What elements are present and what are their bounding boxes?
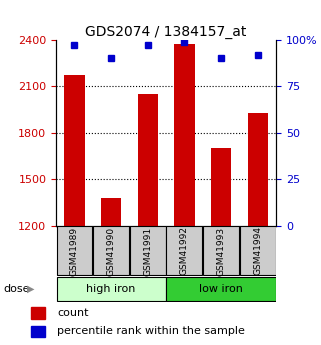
Bar xyxy=(56,226,92,276)
Text: GSM41992: GSM41992 xyxy=(180,226,189,276)
Bar xyxy=(211,148,231,226)
Text: count: count xyxy=(57,308,89,318)
Bar xyxy=(101,198,121,226)
Bar xyxy=(138,94,158,226)
Text: GSM41989: GSM41989 xyxy=(70,226,79,276)
Text: GSM41990: GSM41990 xyxy=(107,226,116,276)
Text: GSM41994: GSM41994 xyxy=(253,226,262,276)
Bar xyxy=(240,226,276,276)
Text: high iron: high iron xyxy=(86,284,136,294)
Bar xyxy=(203,226,239,276)
Bar xyxy=(130,226,166,276)
Bar xyxy=(31,307,45,318)
Bar xyxy=(174,44,195,226)
Text: percentile rank within the sample: percentile rank within the sample xyxy=(57,326,245,336)
Title: GDS2074 / 1384157_at: GDS2074 / 1384157_at xyxy=(85,24,247,39)
Text: dose: dose xyxy=(3,284,30,294)
Bar xyxy=(93,226,129,276)
Text: GSM41991: GSM41991 xyxy=(143,226,152,276)
Text: low iron: low iron xyxy=(199,284,243,294)
Bar xyxy=(248,112,268,226)
Bar xyxy=(167,277,276,300)
Text: GSM41993: GSM41993 xyxy=(217,226,226,276)
Bar xyxy=(65,75,84,226)
Bar xyxy=(56,277,166,300)
Bar xyxy=(31,326,45,337)
Text: ▶: ▶ xyxy=(27,284,35,294)
Bar xyxy=(167,226,203,276)
